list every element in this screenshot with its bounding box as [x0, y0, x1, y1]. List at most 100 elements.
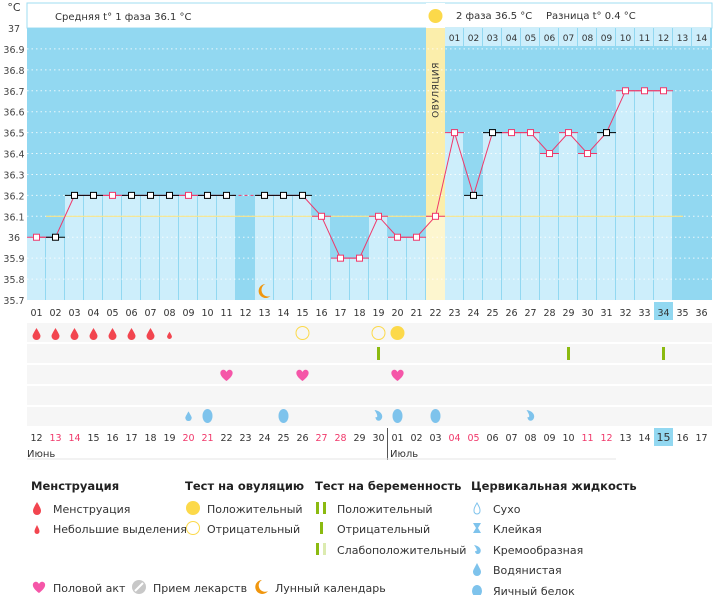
temperature-bar: [350, 258, 368, 300]
calendar-date-label: 24: [258, 433, 270, 444]
egg-white-cervical-icon: [430, 409, 441, 423]
phase2-day-label: 02: [468, 34, 479, 44]
calendar-date-label: 25: [277, 433, 289, 444]
phase2-day-cell: [521, 28, 539, 46]
calendar-date-label: 21: [201, 433, 213, 444]
cycle-day-label: 21: [410, 308, 422, 319]
phase2-day-label: 04: [506, 34, 518, 44]
watery-cervical-icon: [185, 411, 192, 421]
y-tick-label: 36: [8, 233, 20, 244]
icon-row: [27, 344, 712, 363]
cycle-day-label: 01: [30, 308, 42, 319]
temperature-line-segment: [55, 195, 75, 238]
legend-menstruation: Менструация Менструация Небольшие выделе…: [31, 479, 187, 540]
temperature-point: [394, 233, 401, 241]
temperature-line-segment: [473, 132, 493, 196]
header-box: [26, 2, 713, 29]
y-tick-label: 37: [8, 24, 20, 35]
pregnancy-test-negative-icon: [567, 347, 570, 360]
phase2-day-label: 06: [544, 34, 556, 44]
temperature-point: [413, 233, 420, 241]
cycle-day-label: 08: [163, 308, 175, 319]
y-tick-label: 35.8: [3, 275, 24, 286]
temperature-bar: [103, 195, 121, 300]
temperature-point: [641, 87, 648, 95]
legend-title: Менструация: [31, 479, 120, 493]
icon-row: [27, 365, 712, 384]
calendar-date-label: 08: [524, 433, 536, 444]
phase2-day-cell: [692, 28, 710, 46]
calendar-date-label: 11: [581, 433, 593, 444]
cycle-day-label: 30: [581, 308, 593, 319]
menstruation-drop-icon: [146, 328, 155, 340]
two-bars-icon: [315, 501, 337, 518]
cycle-day-label: 19: [372, 308, 384, 319]
y-tick-label: 36.7: [3, 87, 24, 98]
calendar-date-label: 15: [87, 433, 99, 444]
phase2-day-label: 11: [639, 34, 650, 44]
phase2-day-label: 13: [677, 34, 688, 44]
small-drop-icon: [31, 521, 53, 538]
cycle-day-label: 17: [334, 308, 346, 319]
moon-icon: [258, 284, 271, 298]
y-tick-label: 36.9: [3, 45, 24, 56]
month-label: Июнь: [27, 449, 55, 460]
cycle-day-label: 27: [524, 308, 536, 319]
temperature-line-segment: [321, 216, 341, 259]
y-tick-label: 36.2: [3, 191, 24, 202]
temperature-bar: [84, 195, 102, 300]
ovulation-column: [426, 28, 445, 217]
legend-pregnancy-test: Тест на беременность Положительный Отриц…: [315, 479, 466, 561]
calendar-date-label: 18: [144, 433, 156, 444]
cycle-day-label: 31: [600, 308, 612, 319]
legend-item: Водянистая: [493, 564, 562, 578]
y-tick-label: 36.5: [3, 129, 24, 140]
temperature-bar: [217, 195, 235, 300]
phase2-day-cell: [635, 28, 653, 46]
cycle-day-label: 10: [201, 308, 213, 319]
menstruation-drop-icon: [51, 328, 60, 340]
legend-item: Прием лекарств: [153, 581, 248, 595]
current-day-highlight: [654, 302, 673, 320]
temperature-point: [166, 191, 173, 199]
temperature-line-segment: [606, 90, 626, 133]
cycle-day-label: 05: [106, 308, 118, 319]
temperature-point: [508, 129, 515, 137]
calendar-date-label: 28: [334, 433, 346, 444]
legend-item: Положительный: [207, 502, 303, 516]
cycle-day-label: 12: [239, 308, 251, 319]
calendar-date-label: 23: [239, 433, 251, 444]
temperature-bar: [122, 195, 140, 300]
calendar-date-label: 19: [163, 433, 175, 444]
y-tick-label: 35.7: [3, 296, 24, 307]
temperature-point: [565, 129, 572, 137]
temperature-point: [584, 150, 591, 158]
calendar-date-label: 14: [638, 433, 650, 444]
cycle-day-label: 14: [277, 308, 289, 319]
cycle-day-label: 28: [543, 308, 555, 319]
calendar-date-label: 13: [619, 433, 631, 444]
temperature-bar: [407, 237, 425, 300]
phase2-day-label: 08: [582, 34, 594, 44]
cycle-day-label: 34: [657, 308, 669, 319]
legend-item: Небольшие выделения: [53, 523, 187, 537]
temperature-point: [318, 212, 325, 220]
temperature-bar: [27, 237, 45, 300]
calendar-date-label: 13: [49, 433, 61, 444]
cycle-day-label: 11: [220, 308, 232, 319]
temperature-bar: [654, 90, 672, 301]
legend-title: Цервикальная жидкость: [471, 479, 637, 493]
menstruation-drop-icon: [127, 328, 136, 340]
icon-row: [27, 407, 712, 426]
temperature-line-segment: [454, 132, 474, 196]
sex-heart-icon: [220, 369, 233, 381]
icon-row: [27, 323, 712, 342]
calendar-date-label: 04: [448, 433, 460, 444]
phase2-day-cell: [578, 28, 596, 46]
menstruation-drop-icon: [32, 328, 41, 340]
cycle-day-label: 32: [619, 308, 631, 319]
legend-item: Яичный белок: [493, 584, 575, 595]
drop-icon: [31, 501, 53, 518]
cycle-day-label: 33: [638, 308, 650, 319]
